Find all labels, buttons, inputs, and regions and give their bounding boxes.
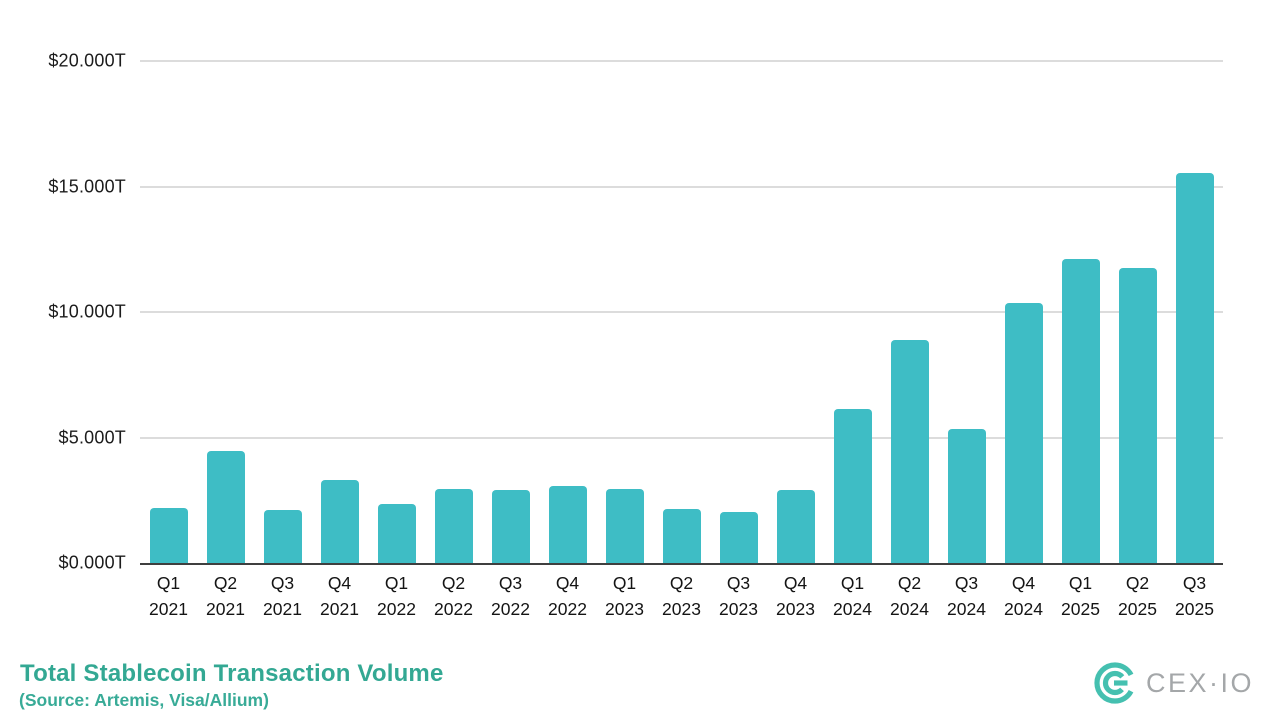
bar-Q3-2022 xyxy=(491,490,530,563)
cexio-logo: CEX·IO xyxy=(1093,661,1254,705)
x-axis-tick-label: Q2 2025 xyxy=(1118,573,1157,619)
bar-Q2-2023 xyxy=(662,509,701,563)
x-axis-tick-label: Q3 2021 xyxy=(263,573,302,619)
cexio-logo-text: CEX·IO xyxy=(1145,667,1254,698)
bar-Q4-2022 xyxy=(548,486,587,563)
x-axis-tick-label: Q2 2024 xyxy=(890,573,929,619)
plot-area xyxy=(140,60,1223,565)
x-axis-tick-label: Q3 2023 xyxy=(719,573,758,619)
gridline xyxy=(140,436,1223,439)
x-axis-tick-label: Q2 2022 xyxy=(434,573,473,619)
x-axis-tick-label: Q2 2021 xyxy=(206,573,245,619)
y-axis-tick-label: $5.000T xyxy=(58,427,126,447)
bar-Q2-2025 xyxy=(1118,268,1157,563)
x-axis-tick-label: Q3 2025 xyxy=(1175,573,1214,619)
bar-Q2-2022 xyxy=(434,488,473,563)
bar-Q4-2024 xyxy=(1004,303,1043,563)
x-axis-tick-label: Q4 2024 xyxy=(1004,573,1043,619)
y-axis-tick-label: $15.000T xyxy=(48,176,126,196)
bar-Q1-2025 xyxy=(1061,259,1100,563)
bar-Q3-2025 xyxy=(1175,172,1214,563)
y-axis-tick-label: $10.000T xyxy=(48,301,126,322)
x-axis-tick-label: Q1 2025 xyxy=(1061,573,1100,619)
bar-Q3-2024 xyxy=(947,428,986,563)
gridline xyxy=(140,185,1223,188)
x-axis-tick-label: Q3 2022 xyxy=(491,573,530,619)
bar-Q3-2023 xyxy=(719,511,758,563)
y-axis-tick-label: $20.000T xyxy=(48,50,126,71)
y-axis-tick-label: $0.000T xyxy=(58,552,126,573)
bar-Q1-2021 xyxy=(149,507,188,563)
cexio-logo-icon xyxy=(1093,661,1137,705)
x-axis-tick-label: Q4 2021 xyxy=(320,573,359,619)
bar-Q1-2023 xyxy=(605,488,644,563)
bar-Q2-2021 xyxy=(206,451,245,563)
bar-Q4-2021 xyxy=(320,480,359,563)
x-axis-tick-label: Q1 2021 xyxy=(149,573,188,619)
chart-source: (Source: Artemis, Visa/Allium) xyxy=(19,690,269,710)
x-axis-tick-label: Q1 2023 xyxy=(605,573,644,619)
x-axis-tick-label: Q2 2023 xyxy=(662,573,701,619)
x-axis-tick-label: Q4 2022 xyxy=(548,573,587,619)
gridline xyxy=(140,311,1223,313)
x-axis-tick-label: Q3 2024 xyxy=(947,573,986,619)
x-axis-tick-label: Q1 2022 xyxy=(377,573,416,619)
chart-title: Total Stablecoin Transaction Volume xyxy=(20,660,444,687)
bar-Q1-2024 xyxy=(833,408,872,563)
bar-Q3-2021 xyxy=(263,510,302,563)
x-axis-tick-label: Q4 2023 xyxy=(776,573,815,619)
bar-Q4-2023 xyxy=(776,490,815,563)
bar-Q2-2024 xyxy=(890,339,929,563)
bar-Q1-2022 xyxy=(377,504,416,563)
x-axis-tick-label: Q1 2024 xyxy=(833,573,872,619)
x-axis-labels: Q1 2021 Q2 2021 Q3 2021 Q4 2021 Q1 2022 Q2 2022 Q3 20… xyxy=(140,570,1223,622)
gridline xyxy=(140,60,1223,62)
